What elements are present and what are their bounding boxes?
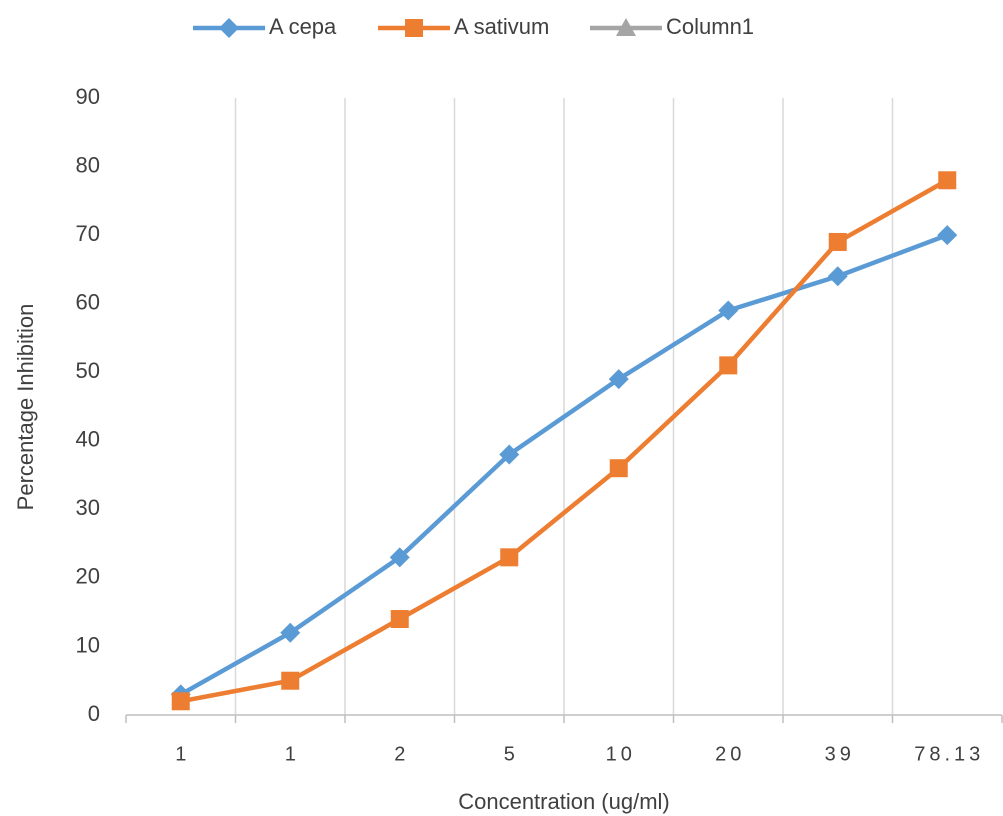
legend-label: A sativum: [454, 14, 549, 39]
y-tick-label: 60: [76, 289, 100, 314]
marker: [171, 692, 190, 711]
marker: [719, 356, 738, 375]
y-tick-label: 0: [88, 701, 100, 726]
y-tick-label: 40: [76, 427, 100, 452]
y-tick-label: 30: [76, 495, 100, 520]
marker: [280, 622, 301, 643]
marker: [827, 266, 848, 287]
legend-label: Column1: [666, 14, 754, 39]
marker: [390, 610, 409, 629]
x-tick-label: 5: [504, 743, 519, 765]
x-tick-label: 1: [285, 743, 300, 765]
marker: [219, 18, 239, 38]
marker: [828, 232, 847, 251]
y-tick-label: 50: [76, 358, 100, 383]
marker: [405, 19, 423, 37]
x-axis-title: Concentration (ug/ml): [458, 789, 670, 814]
marker: [499, 444, 520, 465]
y-tick-label: 80: [76, 152, 100, 177]
marker: [937, 225, 958, 246]
marker: [608, 369, 629, 390]
marker: [718, 300, 739, 321]
y-tick-label: 90: [76, 84, 100, 109]
x-tick-label: 39: [825, 743, 855, 765]
y-axis-title: Percentage Inhibition: [13, 304, 38, 511]
series-line: [180, 178, 949, 704]
legend-label: A cepa: [269, 14, 337, 39]
x-tick-label: 10: [606, 743, 636, 765]
marker: [389, 547, 410, 568]
marker: [281, 671, 300, 690]
y-tick-label: 20: [76, 564, 100, 589]
marker: [500, 548, 519, 567]
marker: [609, 459, 628, 478]
x-tick-label: 78.13: [914, 743, 984, 765]
marker: [938, 171, 957, 190]
x-tick-label: 1: [175, 743, 190, 765]
marker: [616, 18, 636, 36]
series-line: [179, 233, 949, 697]
x-tick-label: 2: [394, 743, 409, 765]
y-tick-label: 10: [76, 632, 100, 657]
y-tick-label: 70: [76, 221, 100, 246]
x-tick-label: 20: [715, 743, 745, 765]
